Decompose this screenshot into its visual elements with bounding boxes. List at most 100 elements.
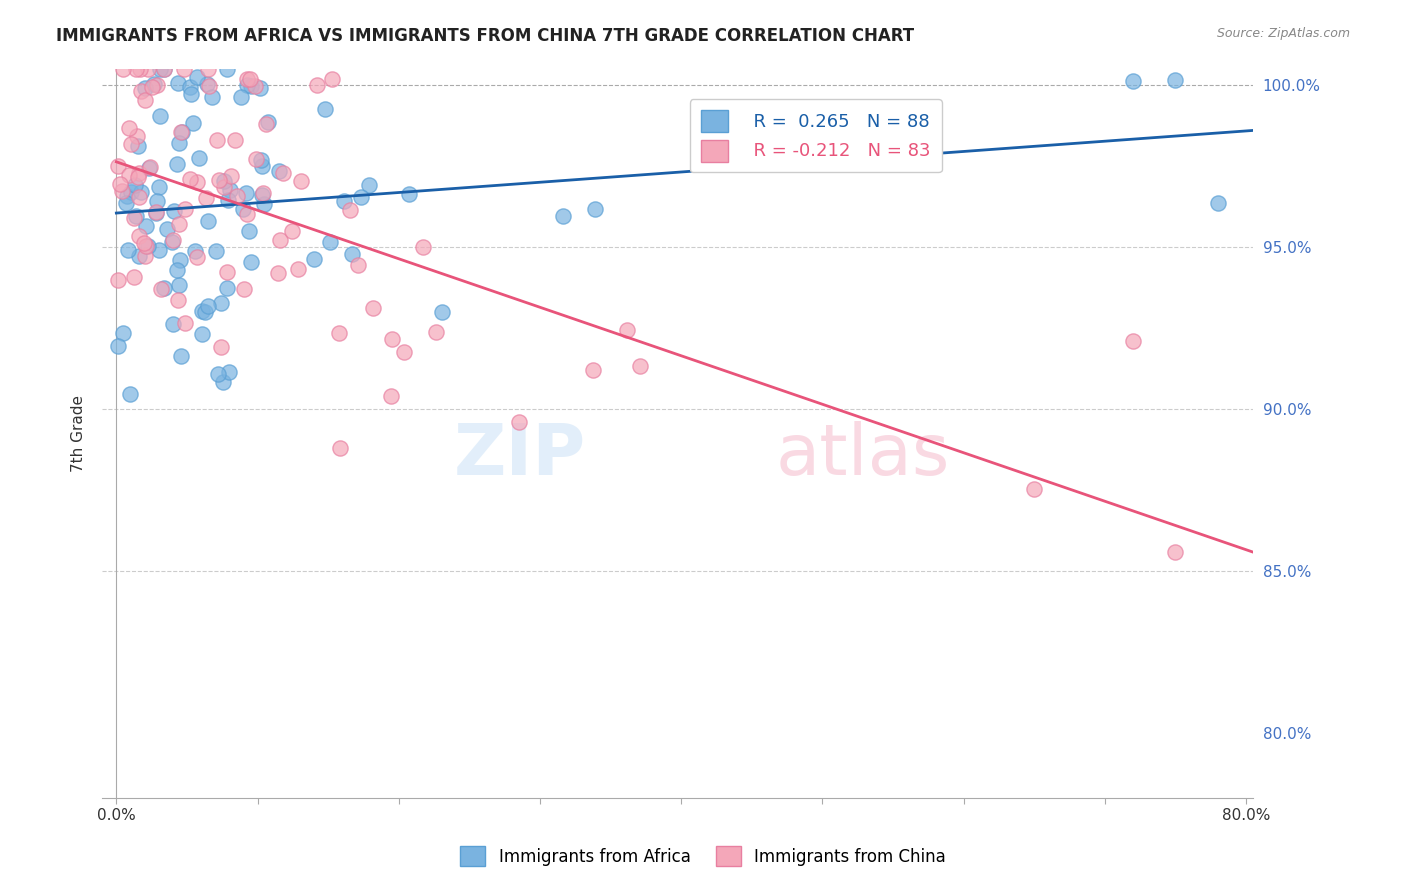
Point xyxy=(118,168,141,182)
Point xyxy=(167,136,190,151)
Point xyxy=(1024,482,1046,496)
Point xyxy=(197,298,219,312)
Point xyxy=(125,209,148,223)
Point xyxy=(508,415,530,429)
Point xyxy=(179,171,201,186)
Point xyxy=(582,363,605,377)
Point xyxy=(128,190,150,204)
Point xyxy=(141,79,163,94)
Point xyxy=(124,178,146,192)
Point xyxy=(236,78,259,92)
Point xyxy=(271,166,294,180)
Point xyxy=(212,375,235,389)
Point xyxy=(207,367,229,381)
Text: atlas: atlas xyxy=(776,421,950,490)
Point xyxy=(381,332,404,346)
Point xyxy=(135,219,157,233)
Point xyxy=(125,62,148,76)
Point xyxy=(115,196,138,211)
Point xyxy=(239,255,262,269)
Point xyxy=(145,78,167,93)
Point xyxy=(163,204,186,219)
Legend:   R =  0.265   N = 88,   R = -0.212   N = 83: R = 0.265 N = 88, R = -0.212 N = 83 xyxy=(690,99,942,172)
Point xyxy=(266,267,288,281)
Point xyxy=(245,152,267,166)
Point xyxy=(212,180,235,194)
Point xyxy=(191,326,214,341)
Point xyxy=(380,389,402,403)
Point xyxy=(232,282,254,296)
Point xyxy=(1206,196,1229,211)
Point xyxy=(135,239,157,253)
Point xyxy=(128,249,150,263)
Point xyxy=(156,221,179,235)
Text: ZIP: ZIP xyxy=(453,421,585,490)
Point xyxy=(143,77,166,91)
Point xyxy=(339,202,361,217)
Point xyxy=(340,247,363,261)
Point xyxy=(153,62,176,76)
Point xyxy=(169,217,191,231)
Point xyxy=(201,90,224,104)
Point xyxy=(249,80,271,95)
Point xyxy=(131,84,153,98)
Point xyxy=(111,184,134,198)
Point xyxy=(250,188,273,202)
Point xyxy=(120,136,142,151)
Point xyxy=(181,116,204,130)
Point xyxy=(169,349,191,363)
Point xyxy=(209,340,232,354)
Point xyxy=(112,326,135,341)
Point xyxy=(139,160,162,174)
Point xyxy=(167,76,190,90)
Point xyxy=(250,153,273,168)
Text: Source: ZipAtlas.com: Source: ZipAtlas.com xyxy=(1216,27,1350,40)
Point xyxy=(118,120,141,135)
Point xyxy=(145,204,167,219)
Point xyxy=(152,281,174,295)
Point xyxy=(217,281,239,295)
Point xyxy=(186,250,208,264)
Point xyxy=(148,179,170,194)
Point xyxy=(432,305,454,319)
Point xyxy=(197,214,219,228)
Point xyxy=(195,77,218,91)
Point xyxy=(125,128,148,143)
Point xyxy=(398,186,420,201)
Point xyxy=(209,295,232,310)
Point xyxy=(136,62,159,76)
Point xyxy=(173,62,195,76)
Point xyxy=(551,209,574,223)
Point xyxy=(212,174,235,188)
Point xyxy=(253,197,276,211)
Point xyxy=(179,80,201,95)
Point xyxy=(208,173,231,187)
Point xyxy=(232,202,254,216)
Point xyxy=(149,109,172,123)
Point xyxy=(394,344,416,359)
Point xyxy=(332,194,354,208)
Point xyxy=(243,78,266,93)
Point xyxy=(1122,334,1144,349)
Point xyxy=(186,70,208,85)
Point xyxy=(128,165,150,179)
Point xyxy=(128,228,150,243)
Point xyxy=(191,304,214,318)
Point xyxy=(194,305,217,319)
Point xyxy=(162,318,184,332)
Point xyxy=(205,244,228,258)
Point xyxy=(153,62,176,76)
Point xyxy=(254,117,277,131)
Point xyxy=(107,159,129,173)
Point xyxy=(217,194,239,208)
Point xyxy=(112,62,135,76)
Point xyxy=(180,87,202,101)
Point xyxy=(583,202,606,217)
Legend: Immigrants from Africa, Immigrants from China: Immigrants from Africa, Immigrants from … xyxy=(451,838,955,875)
Point xyxy=(250,159,273,173)
Point xyxy=(186,175,208,189)
Point xyxy=(170,125,193,139)
Point xyxy=(329,441,352,455)
Point xyxy=(169,253,191,268)
Point xyxy=(359,178,381,193)
